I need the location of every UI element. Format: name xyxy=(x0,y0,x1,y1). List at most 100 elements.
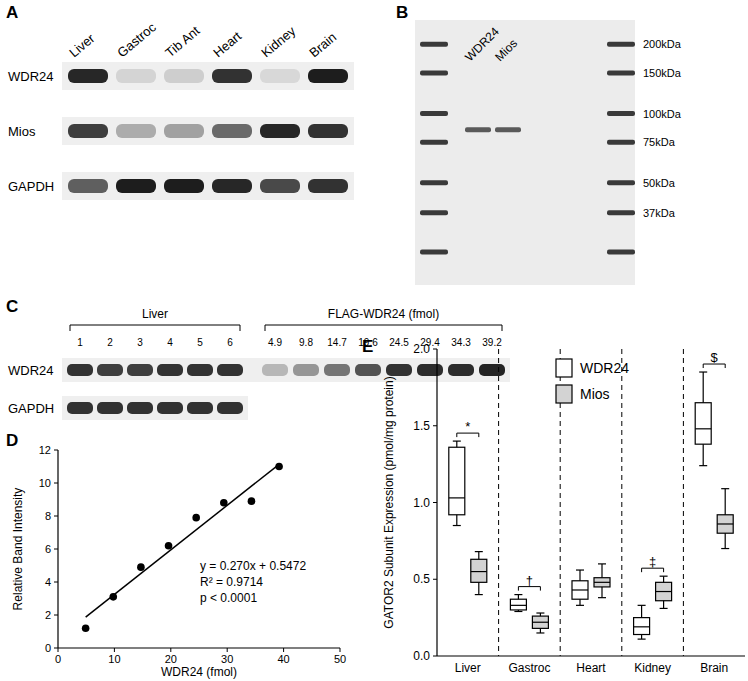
band xyxy=(164,179,204,193)
band xyxy=(212,124,252,138)
median xyxy=(634,626,650,627)
x-tick-label: 30 xyxy=(221,653,233,665)
y-tick xyxy=(433,502,437,503)
band xyxy=(97,364,123,376)
x-tick-label: 20 xyxy=(165,653,177,665)
blot-strip xyxy=(62,117,354,145)
y-tick xyxy=(433,349,437,350)
band xyxy=(324,364,350,376)
y-tick-label: 6 xyxy=(45,543,51,555)
band xyxy=(164,124,204,138)
band xyxy=(386,364,412,376)
band xyxy=(417,364,443,376)
y-tick xyxy=(433,579,437,580)
median xyxy=(510,605,526,606)
x-tick-label: 10 xyxy=(108,653,120,665)
sample-band xyxy=(465,127,491,132)
median xyxy=(532,622,548,623)
band xyxy=(157,402,183,414)
band xyxy=(355,364,381,376)
band xyxy=(164,69,204,83)
box xyxy=(594,578,610,587)
band xyxy=(308,179,348,193)
legend-label: WDR24 xyxy=(580,360,629,376)
marker-label: 37kDa xyxy=(643,207,676,219)
band xyxy=(212,69,252,83)
x-tick-label: Brain xyxy=(700,661,728,675)
fit-line xyxy=(86,464,279,617)
lane-label: 1 xyxy=(77,337,83,348)
ladder-band xyxy=(607,210,635,215)
box xyxy=(634,618,650,635)
ladder-band xyxy=(607,111,635,116)
x-tick-label: 0 xyxy=(55,653,61,665)
band xyxy=(97,402,123,414)
marker-label: 150kDa xyxy=(643,67,682,79)
x-tick-label: Gastroc xyxy=(508,661,550,675)
whisker-cap xyxy=(576,605,584,606)
y-tick-label: 12 xyxy=(39,444,51,456)
band xyxy=(127,402,153,414)
lane-label: 24.5 xyxy=(389,337,409,348)
y-tick xyxy=(54,549,58,550)
y-tick xyxy=(54,582,58,583)
whisker-cap xyxy=(699,465,707,466)
whisker-cap xyxy=(475,594,483,595)
box xyxy=(572,581,588,599)
group-bracket xyxy=(70,325,240,331)
y-tick xyxy=(433,656,437,657)
point xyxy=(137,563,145,571)
box xyxy=(695,403,711,444)
y-axis-label: GATOR2 Subunit Expression (pmol/mg prote… xyxy=(382,376,396,628)
y-tick xyxy=(54,450,58,451)
whisker-cap xyxy=(453,441,461,442)
legend-swatch xyxy=(556,359,572,377)
y-tick-label: 4 xyxy=(45,576,51,588)
median xyxy=(594,582,610,583)
row-label: GAPDH xyxy=(8,179,54,194)
median xyxy=(471,571,487,572)
marker-label: 100kDa xyxy=(643,108,682,120)
median xyxy=(717,523,733,524)
panel-label: A xyxy=(6,3,18,22)
marker-label: 50kDa xyxy=(643,177,676,189)
ladder-band xyxy=(420,249,448,254)
ladder-band xyxy=(607,42,635,47)
whisker-cap xyxy=(721,548,729,549)
category-separator xyxy=(498,349,499,656)
ladder-band xyxy=(607,249,635,254)
y-tick xyxy=(54,615,58,616)
row-label: Mios xyxy=(8,124,36,139)
whisker-cap xyxy=(475,551,483,552)
x-tick-label: Kidney xyxy=(634,661,671,675)
point xyxy=(220,499,228,507)
category-separator xyxy=(683,349,684,656)
ladder-band xyxy=(420,42,448,47)
x-tick-label: Liver xyxy=(455,661,481,675)
lane-label: Liver xyxy=(66,30,98,60)
median xyxy=(449,497,465,498)
significance-marker: * xyxy=(465,419,470,434)
point xyxy=(82,624,90,632)
whisker-cap xyxy=(514,611,522,612)
y-tick-label: 0 xyxy=(45,642,51,654)
lane-label: 6 xyxy=(227,337,233,348)
x-tick-label: Heart xyxy=(576,661,606,675)
median xyxy=(656,591,672,592)
annotation: R² = 0.9714 xyxy=(200,575,263,589)
legend-label: Mios xyxy=(580,386,610,402)
whisker-cap xyxy=(638,639,646,640)
panel-label: D xyxy=(6,431,18,450)
lane-label: 34.3 xyxy=(451,337,471,348)
x-tick xyxy=(170,648,171,652)
band xyxy=(127,364,153,376)
band xyxy=(116,179,156,193)
y-axis-label: Relative Band Intensity xyxy=(11,488,25,611)
row-label: WDR24 xyxy=(8,69,54,84)
band xyxy=(116,69,156,83)
box xyxy=(656,582,672,600)
box xyxy=(449,447,465,515)
y-tick-label: 10 xyxy=(39,477,51,489)
whisker-cap xyxy=(598,597,606,598)
point xyxy=(165,542,173,550)
